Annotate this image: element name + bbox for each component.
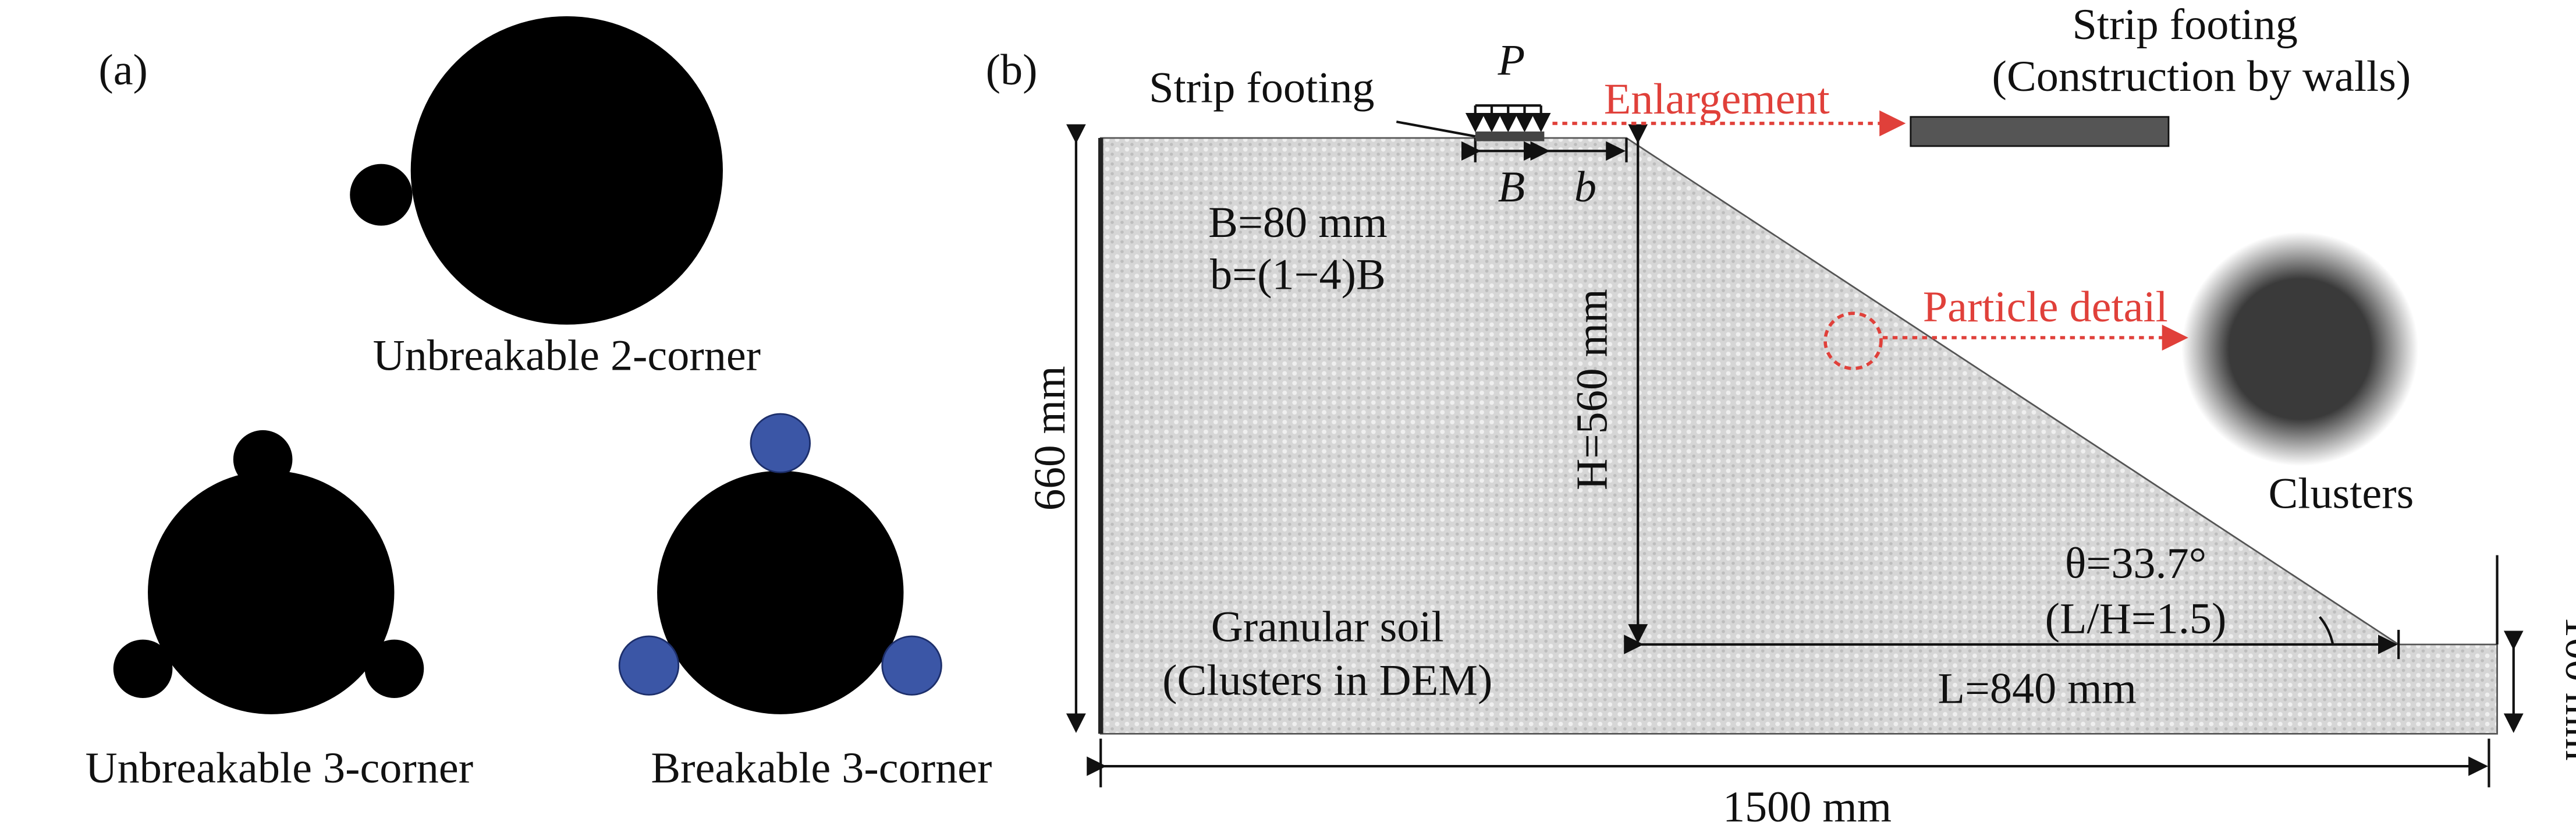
label: b=(1−4)B bbox=[1210, 250, 1386, 299]
label: (Construction by walls) bbox=[1992, 52, 2411, 101]
label: θ=33.7° bbox=[2065, 539, 2206, 587]
label: P bbox=[1498, 36, 1525, 84]
label: Strip footing bbox=[1149, 63, 1374, 112]
shape-label: Breakable 3-corner bbox=[651, 743, 992, 792]
shape-label: Unbreakable 3-corner bbox=[86, 743, 473, 792]
label: (Clusters in DEM) bbox=[1162, 656, 1492, 704]
panel-label: (b) bbox=[986, 45, 1038, 94]
label: B=80 mm bbox=[1208, 199, 1388, 247]
clusters-image bbox=[2181, 232, 2419, 466]
label: B bbox=[1498, 162, 1525, 211]
label: 660 mm bbox=[1026, 366, 1075, 511]
shape-2corner bbox=[350, 16, 723, 325]
label: Clusters bbox=[2268, 469, 2414, 518]
label: Enlargement bbox=[1604, 75, 1830, 123]
detail-circle bbox=[1823, 311, 1883, 370]
wall-footing bbox=[1910, 116, 2170, 147]
label: (L/H=1.5) bbox=[2045, 594, 2227, 643]
label: Particle detail bbox=[1923, 283, 2168, 331]
label: 100 mm bbox=[2556, 616, 2576, 761]
shape-breakable bbox=[618, 413, 942, 714]
label: L=840 mm bbox=[1938, 664, 2136, 713]
footing bbox=[1475, 131, 1545, 141]
label: b bbox=[1574, 162, 1596, 211]
shape-3corner bbox=[113, 430, 424, 714]
label: Granular soil bbox=[1211, 603, 1444, 651]
label: H=560 mm bbox=[1567, 289, 1617, 490]
shape-label: Unbreakable 2-corner bbox=[373, 331, 761, 380]
label: Strip footing bbox=[2072, 0, 2297, 48]
panel-label: (a) bbox=[98, 45, 148, 94]
label: 1500 mm bbox=[1723, 782, 1892, 831]
dimensions bbox=[1066, 104, 2524, 788]
